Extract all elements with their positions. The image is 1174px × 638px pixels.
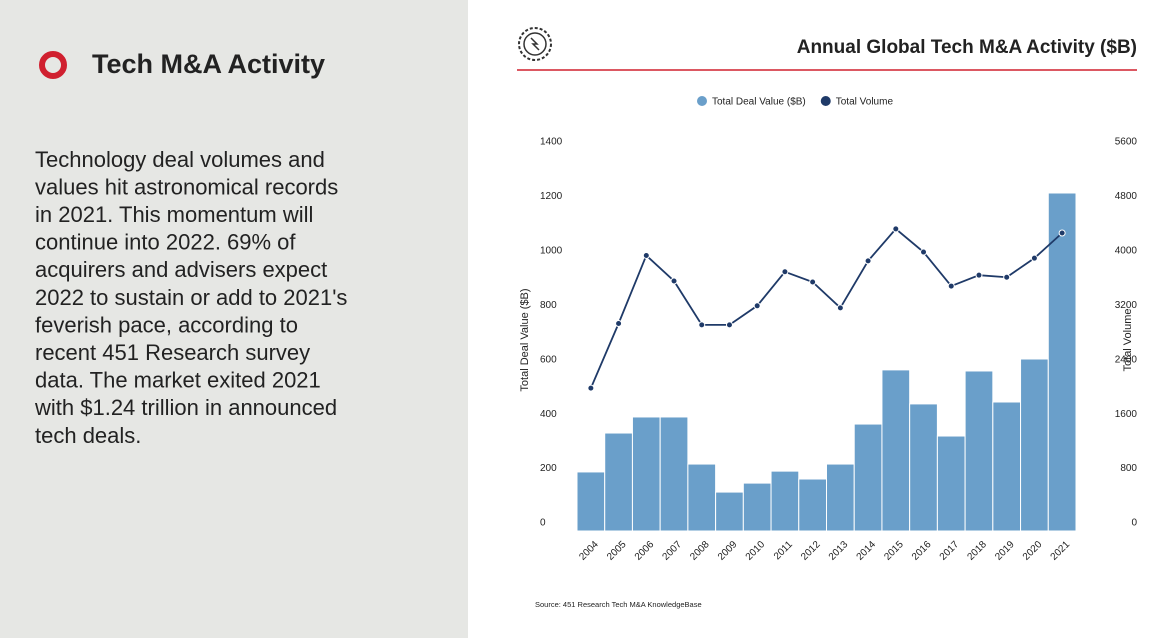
y-tick-label: 200 [540, 463, 557, 474]
line-point [725, 321, 733, 329]
left-panel [0, 0, 468, 638]
source-note: Source: 451 Research Tech M&A KnowledgeB… [535, 600, 702, 609]
body-line: data. The market exited 2021 [35, 368, 321, 393]
y2-tick-label: 0 [1131, 518, 1137, 529]
y-tick-label: 400 [540, 409, 557, 420]
bar [992, 401, 1022, 532]
bar [742, 482, 772, 532]
body-line: values hit astronomical records [35, 174, 338, 199]
bar [576, 471, 606, 532]
line-point [864, 257, 872, 265]
body-line: acquirers and advisers expect [35, 257, 327, 282]
bar [770, 470, 800, 532]
line-point [1003, 273, 1011, 281]
y2-tick-label: 1600 [1115, 409, 1138, 420]
bar [964, 370, 994, 532]
body-line: tech deals. [35, 423, 141, 448]
y-tick-label: 800 [540, 300, 557, 311]
line-point [1030, 254, 1038, 262]
bar [604, 432, 633, 532]
body-line: continue into 2022. 69% of [35, 230, 296, 255]
y-tick-label: 1000 [540, 245, 563, 256]
bar [881, 369, 911, 532]
y2-tick-label: 2400 [1115, 354, 1138, 365]
bar [853, 423, 883, 532]
y-tick-label: 1400 [540, 137, 563, 148]
bar [687, 463, 717, 532]
legend-marker [697, 96, 707, 106]
line-point [836, 304, 844, 312]
line-point [975, 271, 983, 279]
bar [936, 435, 966, 532]
body-line: Technology deal volumes and [35, 147, 325, 172]
y2-tick-label: 4000 [1115, 245, 1138, 256]
line-point [698, 321, 706, 329]
line-point [1058, 229, 1066, 237]
line-point [753, 302, 761, 310]
y-axis-title: Total Deal Value ($B) [519, 288, 531, 391]
body-line: in 2021. This momentum will [35, 202, 313, 227]
bar [1047, 192, 1077, 532]
legend-label: Total Volume [836, 97, 894, 108]
line-point [642, 251, 650, 259]
bar [631, 416, 661, 532]
y-tick-label: 0 [540, 518, 546, 529]
line-point [781, 268, 789, 276]
line-point [587, 384, 595, 392]
gear-icon [518, 27, 552, 61]
bar [659, 416, 689, 532]
y-tick-label: 1200 [540, 191, 563, 202]
bar [798, 478, 827, 532]
y2-tick-label: 3200 [1115, 300, 1138, 311]
bullet-icon [39, 51, 67, 79]
line-point [947, 282, 955, 290]
line-point [670, 277, 678, 285]
body-line: with $1.24 trillion in announced [34, 395, 337, 420]
y2-tick-label: 4800 [1115, 191, 1138, 202]
line [590, 227, 1063, 389]
legend-marker [820, 96, 831, 106]
bar [909, 403, 938, 532]
bar [1020, 358, 1049, 532]
body-line: 2022 to sustain or add to 2021's [35, 285, 347, 310]
line-point [809, 278, 817, 286]
body-line: recent 451 Research survey [35, 340, 310, 365]
body-line: feverish pace, according to [35, 312, 298, 337]
chart-title: Annual Global Tech M&A Activity ($B) [797, 37, 1137, 58]
y2-tick-label: 5600 [1115, 137, 1138, 148]
bar [715, 491, 744, 532]
legend-label: Total Deal Value ($B) [712, 97, 806, 108]
bar [826, 463, 855, 532]
y-tick-label: 600 [540, 354, 557, 365]
line-point [920, 248, 928, 256]
line-point [615, 319, 623, 327]
y2-axis-title: Total Volume [1122, 309, 1134, 372]
panel-title: Tech M&A Activity [92, 49, 325, 79]
line-point [892, 225, 900, 233]
y2-tick-label: 800 [1120, 463, 1137, 474]
